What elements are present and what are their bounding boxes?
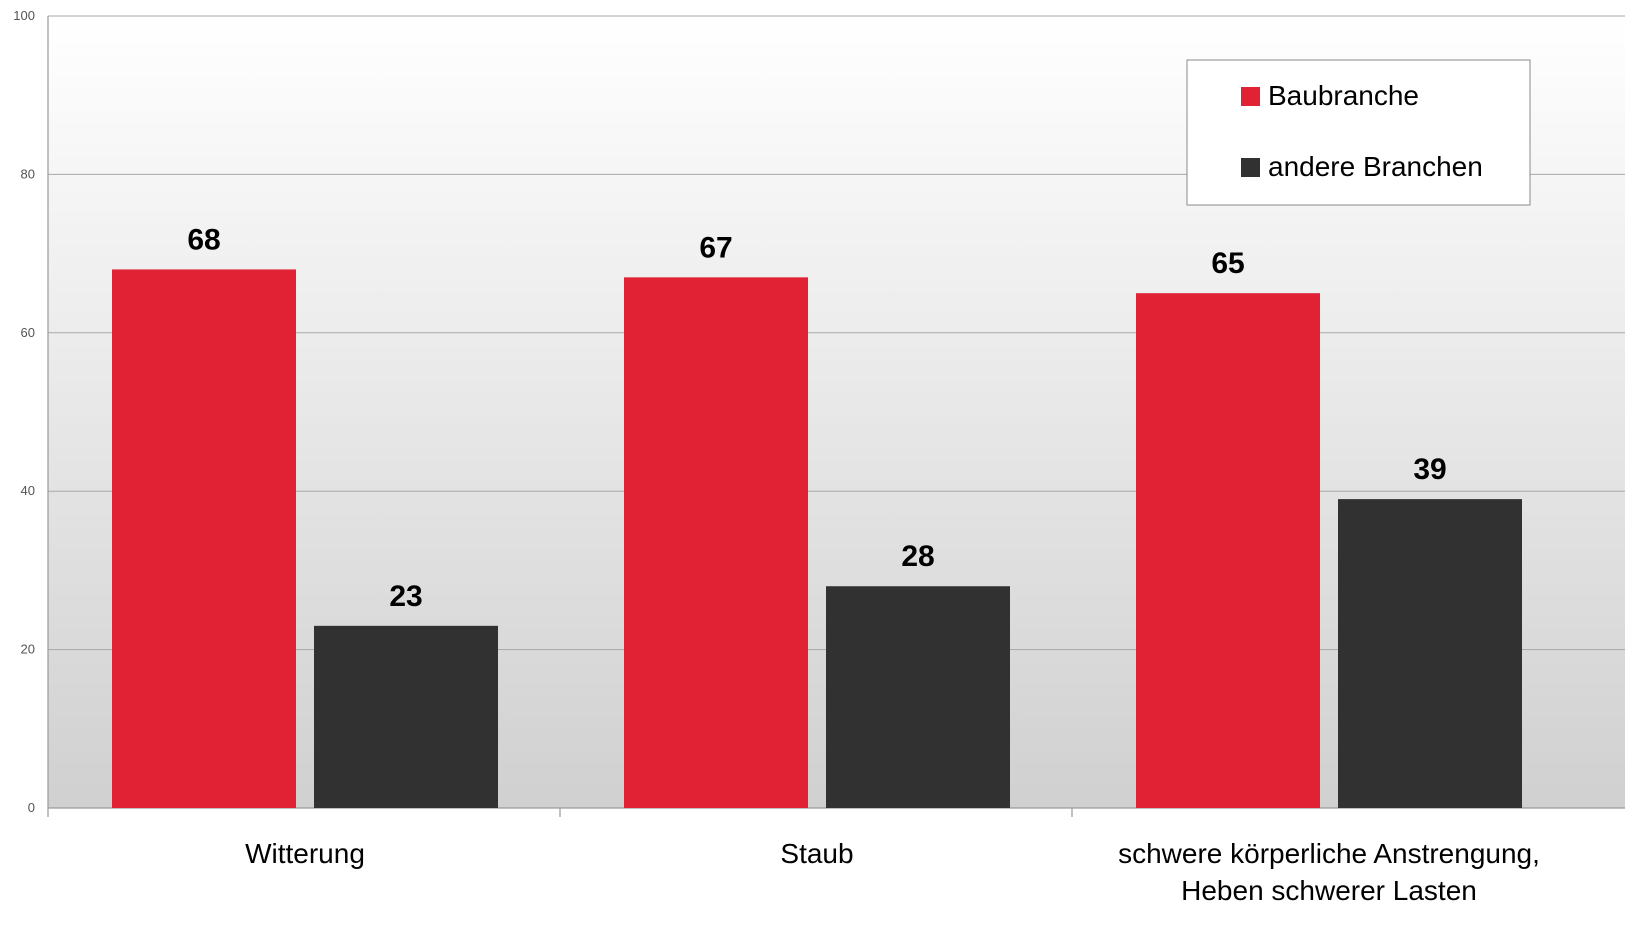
legend-label: Baubranche — [1268, 80, 1419, 111]
data-label: 67 — [699, 231, 732, 264]
y-tick-label: 60 — [21, 325, 35, 340]
y-tick-label: 80 — [21, 166, 35, 181]
bar — [314, 625, 498, 808]
legend-label: andere Branchen — [1268, 151, 1483, 182]
category-label: Witterung — [245, 838, 365, 869]
legend-swatch — [1241, 158, 1260, 177]
axes: 0 20 40 60 80 100 Witterung Staub schwere körper… — [13, 8, 1625, 906]
legend-swatch — [1241, 87, 1260, 106]
data-label: 28 — [901, 540, 934, 573]
bar — [1338, 499, 1522, 808]
bar — [624, 277, 808, 808]
y-tick-label: 40 — [21, 483, 35, 498]
bar — [112, 269, 296, 808]
bar — [1136, 293, 1320, 808]
y-tick-label: 100 — [13, 8, 35, 23]
category-label: schwere körperliche Anstrengung, — [1118, 838, 1540, 869]
legend-box — [1186, 59, 1531, 206]
category-label: Staub — [780, 838, 853, 869]
category-label: Heben schwerer Lasten — [1181, 875, 1477, 906]
data-label: 68 — [187, 223, 220, 256]
bars — [112, 269, 1522, 808]
data-label: 23 — [389, 580, 422, 613]
data-labels: 68 23 67 28 65 39 — [187, 223, 1446, 612]
y-tick-label: 0 — [28, 800, 35, 815]
data-label: 39 — [1413, 453, 1446, 486]
legend: Baubranche andere Branchen — [1186, 59, 1531, 206]
data-label: 65 — [1211, 247, 1244, 280]
y-tick-label: 20 — [21, 642, 35, 657]
bar — [826, 586, 1010, 808]
